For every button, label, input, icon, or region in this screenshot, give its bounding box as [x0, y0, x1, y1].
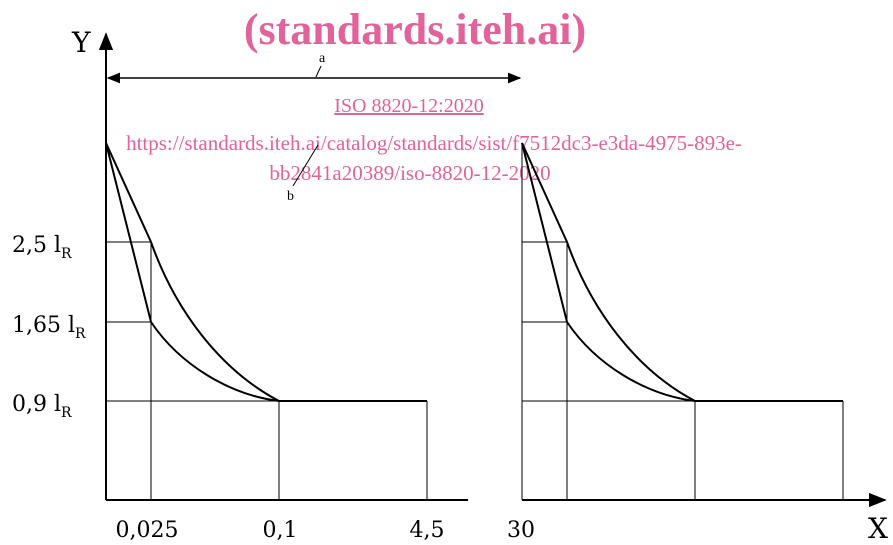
- right-lower-curve: [521, 142, 696, 402]
- y-axis-label: Y: [71, 26, 91, 59]
- left-lower-curve: [105, 142, 280, 402]
- y-tick-1-65: 1,65 lR: [12, 313, 86, 342]
- x-axis-label: X: [868, 512, 888, 545]
- label-b: b: [287, 189, 294, 204]
- x-tick-0-025: 0,025: [116, 518, 179, 543]
- x-tick-30: 30: [507, 518, 535, 543]
- watermark-title: (standards.iteh.ai): [244, 5, 586, 54]
- x-tick-4-5: 4,5: [410, 518, 445, 543]
- leader-b: [292, 144, 319, 187]
- watermark-url-line1: https://standards.iteh.ai/catalog/standa…: [126, 131, 742, 155]
- label-a: a: [319, 51, 326, 66]
- x-tick-0-1: 0,1: [263, 518, 298, 543]
- left-upper-curve: [105, 142, 280, 402]
- leader-a: [315, 65, 322, 78]
- y-tick-2-5: 2,5 lR: [12, 233, 72, 262]
- right-upper-curve: [521, 142, 696, 402]
- y-tick-0-9: 0,9 lR: [12, 392, 72, 421]
- watermark-url-line2: bb2841a20389/iso-8820-12-2020: [269, 161, 550, 185]
- watermark-standard-id: ISO 8820-12:2020: [334, 95, 483, 117]
